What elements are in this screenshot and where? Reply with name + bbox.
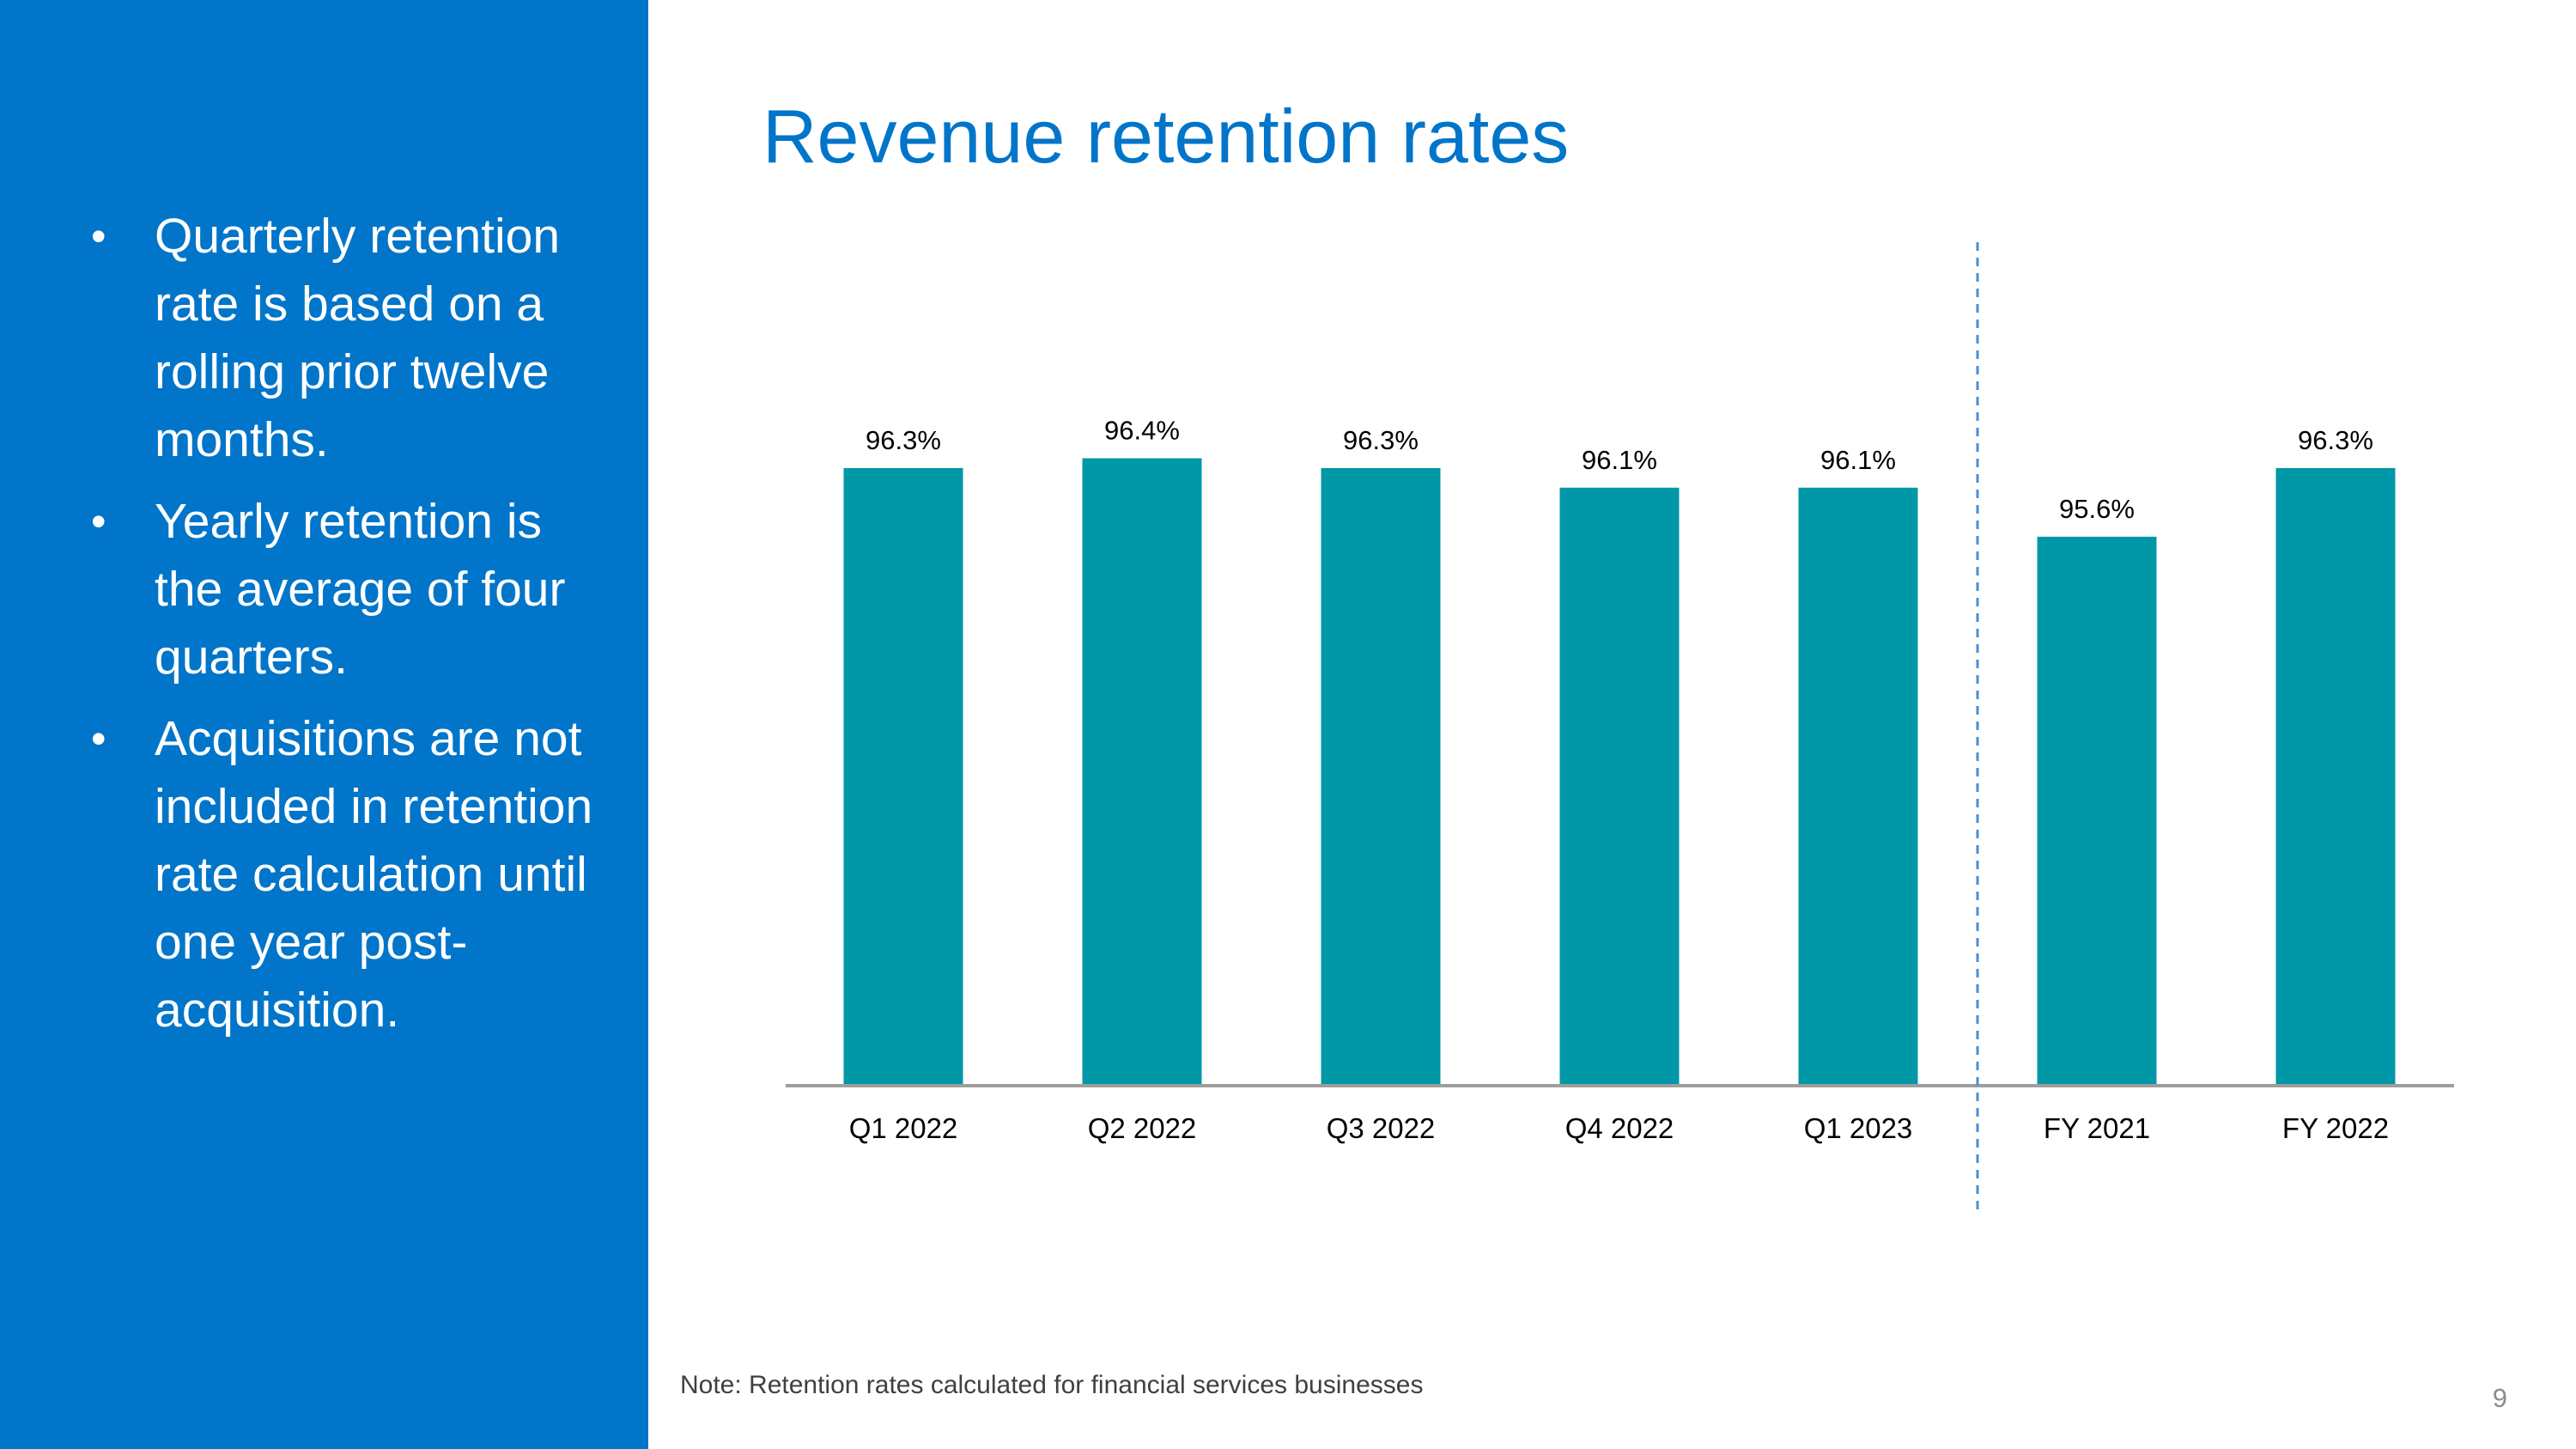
data-label: 96.1% <box>1582 445 1657 475</box>
bullet-item-quarterly: • Quarterly retention rate is based on a… <box>86 203 601 474</box>
x-tick-label: Q1 2023 <box>1804 1112 1913 1144</box>
bar-q1-2023 <box>1798 487 1918 1086</box>
bullet-list: • Quarterly retention rate is based on a… <box>86 203 601 1058</box>
x-tick-label: Q1 2022 <box>849 1112 958 1144</box>
data-label: 96.3% <box>1343 425 1419 455</box>
bullet-item-acquisitions: • Acquisitions are not included in reten… <box>86 705 601 1044</box>
bar-fy-2021 <box>2037 536 2157 1086</box>
bullet-dot-icon: • <box>91 497 106 545</box>
bar-q4-2022 <box>1559 487 1680 1086</box>
data-label: 96.1% <box>1820 445 1896 475</box>
bar-q1-2022 <box>843 467 963 1086</box>
bullet-dot-icon: • <box>91 715 106 763</box>
bullet-dot-icon: • <box>91 212 106 260</box>
slide-title: Revenue retention rates <box>762 94 1570 179</box>
bullet-item-yearly: • Yearly retention is the average of fou… <box>86 488 601 691</box>
data-label: 96.4% <box>1104 416 1180 446</box>
bullet-text: Quarterly retention rate is based on a r… <box>155 209 561 467</box>
bar-fy-2022 <box>2275 467 2396 1086</box>
page-number: 9 <box>2492 1383 2507 1413</box>
x-tick-label: Q4 2022 <box>1565 1112 1674 1144</box>
x-tick-label: FY 2021 <box>2044 1112 2150 1144</box>
x-tick-label: Q3 2022 <box>1327 1112 1436 1144</box>
bullet-text: Yearly retention is the average of four … <box>155 494 566 685</box>
bar-q2-2022 <box>1082 458 1202 1086</box>
footnote: Note: Retention rates calculated for fin… <box>680 1371 1424 1399</box>
bullet-text: Acquisitions are not included in retenti… <box>155 711 593 1038</box>
data-label: 95.6% <box>2059 494 2135 524</box>
data-label: 96.3% <box>2298 425 2373 455</box>
sidebar-panel: • Quarterly retention rate is based on a… <box>0 0 648 1449</box>
x-tick-label: FY 2022 <box>2282 1112 2389 1144</box>
x-tick-label: Q2 2022 <box>1088 1112 1197 1144</box>
data-label: 96.3% <box>866 425 941 455</box>
bar-q3-2022 <box>1321 467 1441 1086</box>
